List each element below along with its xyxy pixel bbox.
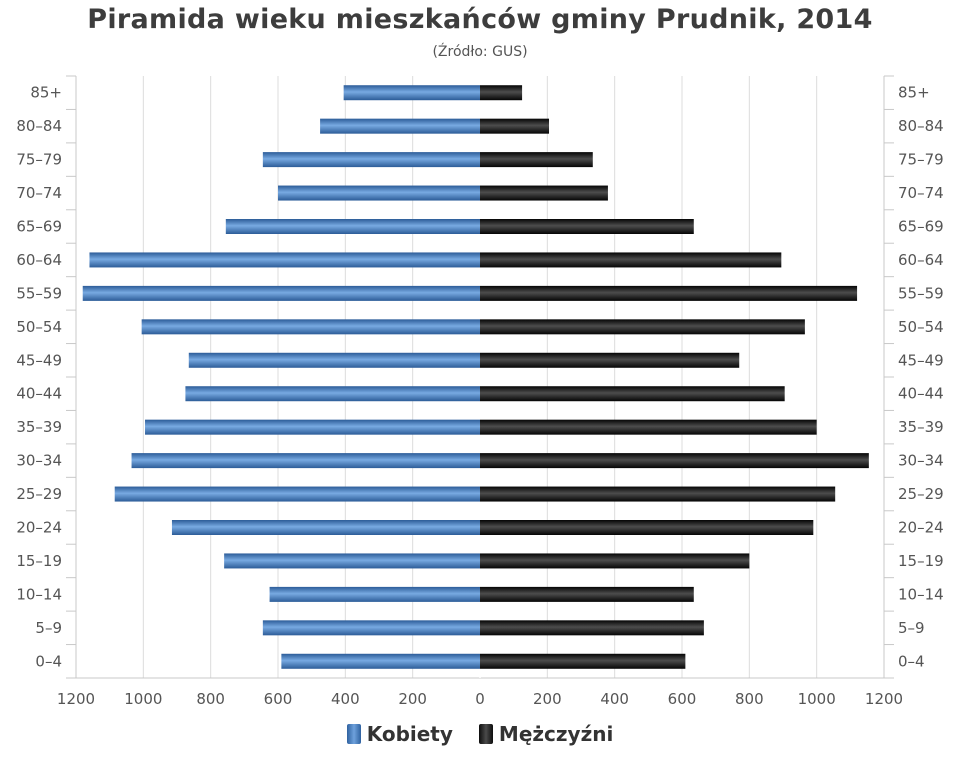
bar-kobiety xyxy=(145,419,480,435)
bar-kobiety xyxy=(343,85,480,101)
x-tick-label: 1000 xyxy=(798,690,836,708)
bar-kobiety xyxy=(141,319,480,335)
bar-mezczyzni xyxy=(480,352,740,368)
y-category-label-right: 25–29 xyxy=(898,485,944,503)
legend-swatch-mezczyzni xyxy=(478,724,493,744)
y-category-label-left: 45–49 xyxy=(16,351,62,369)
y-category-label-left: 80–84 xyxy=(16,117,62,135)
bar-mezczyzni xyxy=(480,85,523,101)
legend-label-kobiety: Kobiety xyxy=(366,722,453,746)
y-category-label-left: 20–24 xyxy=(16,519,62,537)
y-category-label-left: 40–44 xyxy=(16,385,62,403)
bars xyxy=(82,85,869,669)
legend-label-mezczyzni: Mężczyźni xyxy=(498,722,614,746)
x-tick-label: 200 xyxy=(533,690,562,708)
y-category-label-right: 0–4 xyxy=(898,652,925,670)
y-category-label-left: 30–34 xyxy=(16,452,62,470)
y-category-label-left: 85+ xyxy=(30,84,62,102)
bar-mezczyzni xyxy=(480,118,550,134)
bar-kobiety xyxy=(89,252,480,268)
chart-subtitle: (Źródło: GUS) xyxy=(432,44,528,60)
y-category-label-right: 40–44 xyxy=(898,385,944,403)
bar-mezczyzni xyxy=(480,152,593,168)
legend-swatch-kobiety xyxy=(346,724,361,744)
y-category-label-right: 50–54 xyxy=(898,318,944,336)
legend-item-kobiety[interactable]: Kobiety xyxy=(346,722,453,746)
y-category-label-right: 70–74 xyxy=(898,184,944,202)
x-tick-label: 0 xyxy=(475,690,485,708)
x-tick-label: 800 xyxy=(196,690,225,708)
bar-mezczyzni xyxy=(480,553,750,569)
bar-kobiety xyxy=(269,586,480,602)
y-category-label-right: 20–24 xyxy=(898,519,944,537)
x-tick-label: 1000 xyxy=(124,690,162,708)
bar-mezczyzni xyxy=(480,453,869,469)
bar-kobiety xyxy=(82,285,480,301)
bar-mezczyzni xyxy=(480,386,785,402)
y-category-label-right: 55–59 xyxy=(898,284,944,302)
x-tick-label: 800 xyxy=(735,690,764,708)
bar-mezczyzni xyxy=(480,252,782,268)
y-category-label-left: 75–79 xyxy=(16,151,62,169)
y-category-label-left: 70–74 xyxy=(16,184,62,202)
bar-mezczyzni xyxy=(480,586,694,602)
y-category-label-left: 65–69 xyxy=(16,218,62,236)
y-category-label-right: 65–69 xyxy=(898,218,944,236)
bar-kobiety xyxy=(262,152,480,168)
y-category-label-right: 10–14 xyxy=(898,585,944,603)
y-category-label-left: 5–9 xyxy=(35,619,62,637)
y-category-label-right: 35–39 xyxy=(898,418,944,436)
bar-mezczyzni xyxy=(480,620,704,636)
y-category-label-left: 60–64 xyxy=(16,251,62,269)
x-tick-label: 600 xyxy=(264,690,293,708)
bar-kobiety xyxy=(224,553,480,569)
legend-item-mezczyzni[interactable]: Mężczyźni xyxy=(478,722,614,746)
x-tick-label: 200 xyxy=(398,690,427,708)
bar-mezczyzni xyxy=(480,219,694,234)
legend: Kobiety Mężczyźni xyxy=(0,722,960,746)
bar-kobiety xyxy=(278,185,480,201)
y-category-label-left: 50–54 xyxy=(16,318,62,336)
bar-mezczyzni xyxy=(480,486,836,502)
x-tick-label: 1200 xyxy=(865,690,903,708)
bar-kobiety xyxy=(188,352,481,368)
y-category-label-right: 5–9 xyxy=(898,619,925,637)
bar-mezczyzni xyxy=(480,185,608,201)
y-category-label-right: 45–49 xyxy=(898,351,944,369)
y-category-label-left: 0–4 xyxy=(35,652,62,670)
bar-kobiety xyxy=(320,118,480,134)
x-tick-label: 400 xyxy=(331,690,360,708)
bar-kobiety xyxy=(262,620,480,636)
x-tick-label: 1200 xyxy=(57,690,95,708)
y-category-label-right: 80–84 xyxy=(898,117,944,135)
axes xyxy=(66,75,894,679)
y-category-label-left: 25–29 xyxy=(16,485,62,503)
bar-mezczyzni xyxy=(480,319,805,335)
x-tick-label: 400 xyxy=(600,690,629,708)
bar-mezczyzni xyxy=(480,653,686,669)
bar-mezczyzni xyxy=(480,520,814,535)
y-category-label-left: 35–39 xyxy=(16,418,62,436)
y-category-label-right: 85+ xyxy=(898,84,930,102)
bar-mezczyzni xyxy=(480,419,817,435)
y-category-label-left: 55–59 xyxy=(16,284,62,302)
bar-kobiety xyxy=(225,219,480,234)
labels: 1200 1000 800 600 400 200 0 200 400 600 800 1000 120… xyxy=(16,84,943,708)
y-category-label-right: 60–64 xyxy=(898,251,944,269)
chart-title: Piramida wieku mieszkańców gminy Prudnik… xyxy=(87,4,873,35)
bar-mezczyzni xyxy=(480,285,858,301)
bar-kobiety xyxy=(185,386,480,402)
y-category-label-left: 15–19 xyxy=(16,552,62,570)
y-category-label-right: 15–19 xyxy=(898,552,944,570)
bar-kobiety xyxy=(281,653,480,669)
bar-kobiety xyxy=(131,453,481,469)
y-category-label-right: 75–79 xyxy=(898,151,944,169)
y-category-label-right: 30–34 xyxy=(898,452,944,470)
y-category-label-left: 10–14 xyxy=(16,585,62,603)
x-tick-label: 600 xyxy=(668,690,697,708)
bar-kobiety xyxy=(171,520,480,535)
bar-kobiety xyxy=(114,486,480,502)
